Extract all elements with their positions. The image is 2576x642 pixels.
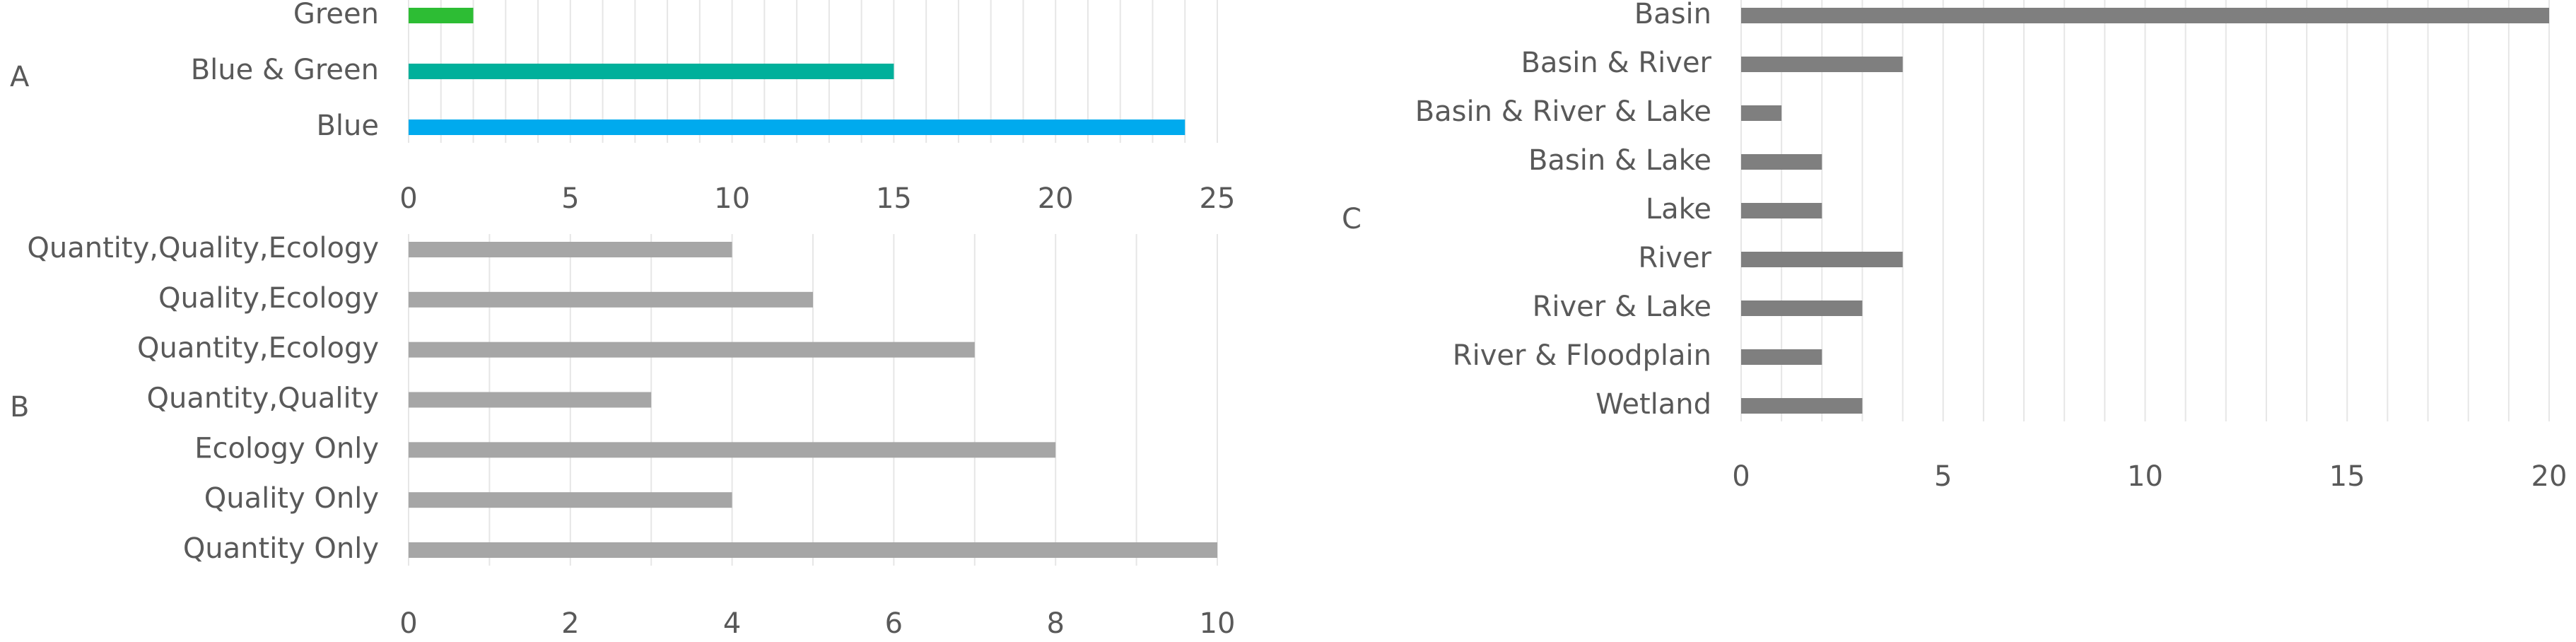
category-label: River <box>1638 242 1711 274</box>
bar <box>1741 154 1822 170</box>
x-tick-label: 8 <box>1046 607 1064 640</box>
bar <box>1741 300 1863 316</box>
category-label: Quantity,Quality,Ecology <box>27 232 379 264</box>
x-tick-label: 0 <box>399 607 417 640</box>
bar <box>409 64 894 79</box>
category-label: Wetland <box>1596 388 1711 421</box>
x-tick-label: 6 <box>885 607 903 640</box>
x-tick-label: 5 <box>561 182 579 215</box>
category-label: Basin & River & Lake <box>1415 95 1711 128</box>
chart-panel-c: C Basin Basin & River Basin & River & Lake B… <box>1342 0 2567 493</box>
x-tick-label: 5 <box>1934 460 1952 493</box>
category-label: Blue & Green <box>191 54 379 86</box>
x-tick-label: 2 <box>561 607 579 640</box>
x-tick-label: 10 <box>714 182 750 215</box>
bar <box>1741 57 1903 72</box>
x-tick-label: 4 <box>723 607 741 640</box>
panel-label: B <box>10 391 29 424</box>
category-label: Quality Only <box>204 482 379 515</box>
category-label: Basin <box>1634 0 1711 30</box>
x-tick-label: 0 <box>399 182 417 215</box>
x-tick-label: 10 <box>1200 607 1236 640</box>
bar <box>409 442 1056 458</box>
category-label: Quantity,Quality <box>147 383 380 415</box>
bar <box>1741 398 1863 414</box>
category-label: Quantity Only <box>183 532 379 565</box>
chart-panel-b: B Quantity,Quality,Ecology Quality,Ecology… <box>10 232 1235 640</box>
panel-label: A <box>10 61 30 93</box>
bar <box>409 8 474 23</box>
panel-label: C <box>1342 203 1362 235</box>
bar <box>409 492 732 508</box>
category-label: Quality,Ecology <box>158 282 379 315</box>
x-tick-label: 25 <box>1200 182 1236 215</box>
bar <box>409 392 652 408</box>
bar <box>1741 252 1903 267</box>
x-tick-label: 20 <box>2531 460 2568 493</box>
bar <box>1741 8 2549 23</box>
chart-panel-a: A Green Blue & Green Blue 0 5 10 15 20 25 <box>10 0 1235 215</box>
x-tick-label: 0 <box>1732 460 1750 493</box>
category-label: Basin & River <box>1521 47 1711 79</box>
category-label: Blue <box>316 110 379 142</box>
category-label: Basin & Lake <box>1528 144 1711 177</box>
category-label: Quantity,Ecology <box>137 332 379 365</box>
bar <box>409 119 1185 135</box>
bar <box>1741 203 1822 218</box>
bar <box>1741 349 1822 365</box>
category-label: River & Lake <box>1533 291 1711 323</box>
x-tick-label: 15 <box>2329 460 2365 493</box>
bar <box>1741 105 1782 121</box>
category-label: Lake <box>1646 193 1711 226</box>
bar <box>409 542 1217 558</box>
x-tick-label: 10 <box>2127 460 2163 493</box>
category-label: Ecology Only <box>194 432 379 465</box>
bar <box>409 291 813 308</box>
bar <box>409 342 975 358</box>
category-label: Green <box>293 0 379 30</box>
x-tick-label: 20 <box>1038 182 1074 215</box>
category-label: River & Floodplain <box>1453 339 1711 372</box>
bar <box>409 242 732 257</box>
x-tick-label: 15 <box>876 182 912 215</box>
